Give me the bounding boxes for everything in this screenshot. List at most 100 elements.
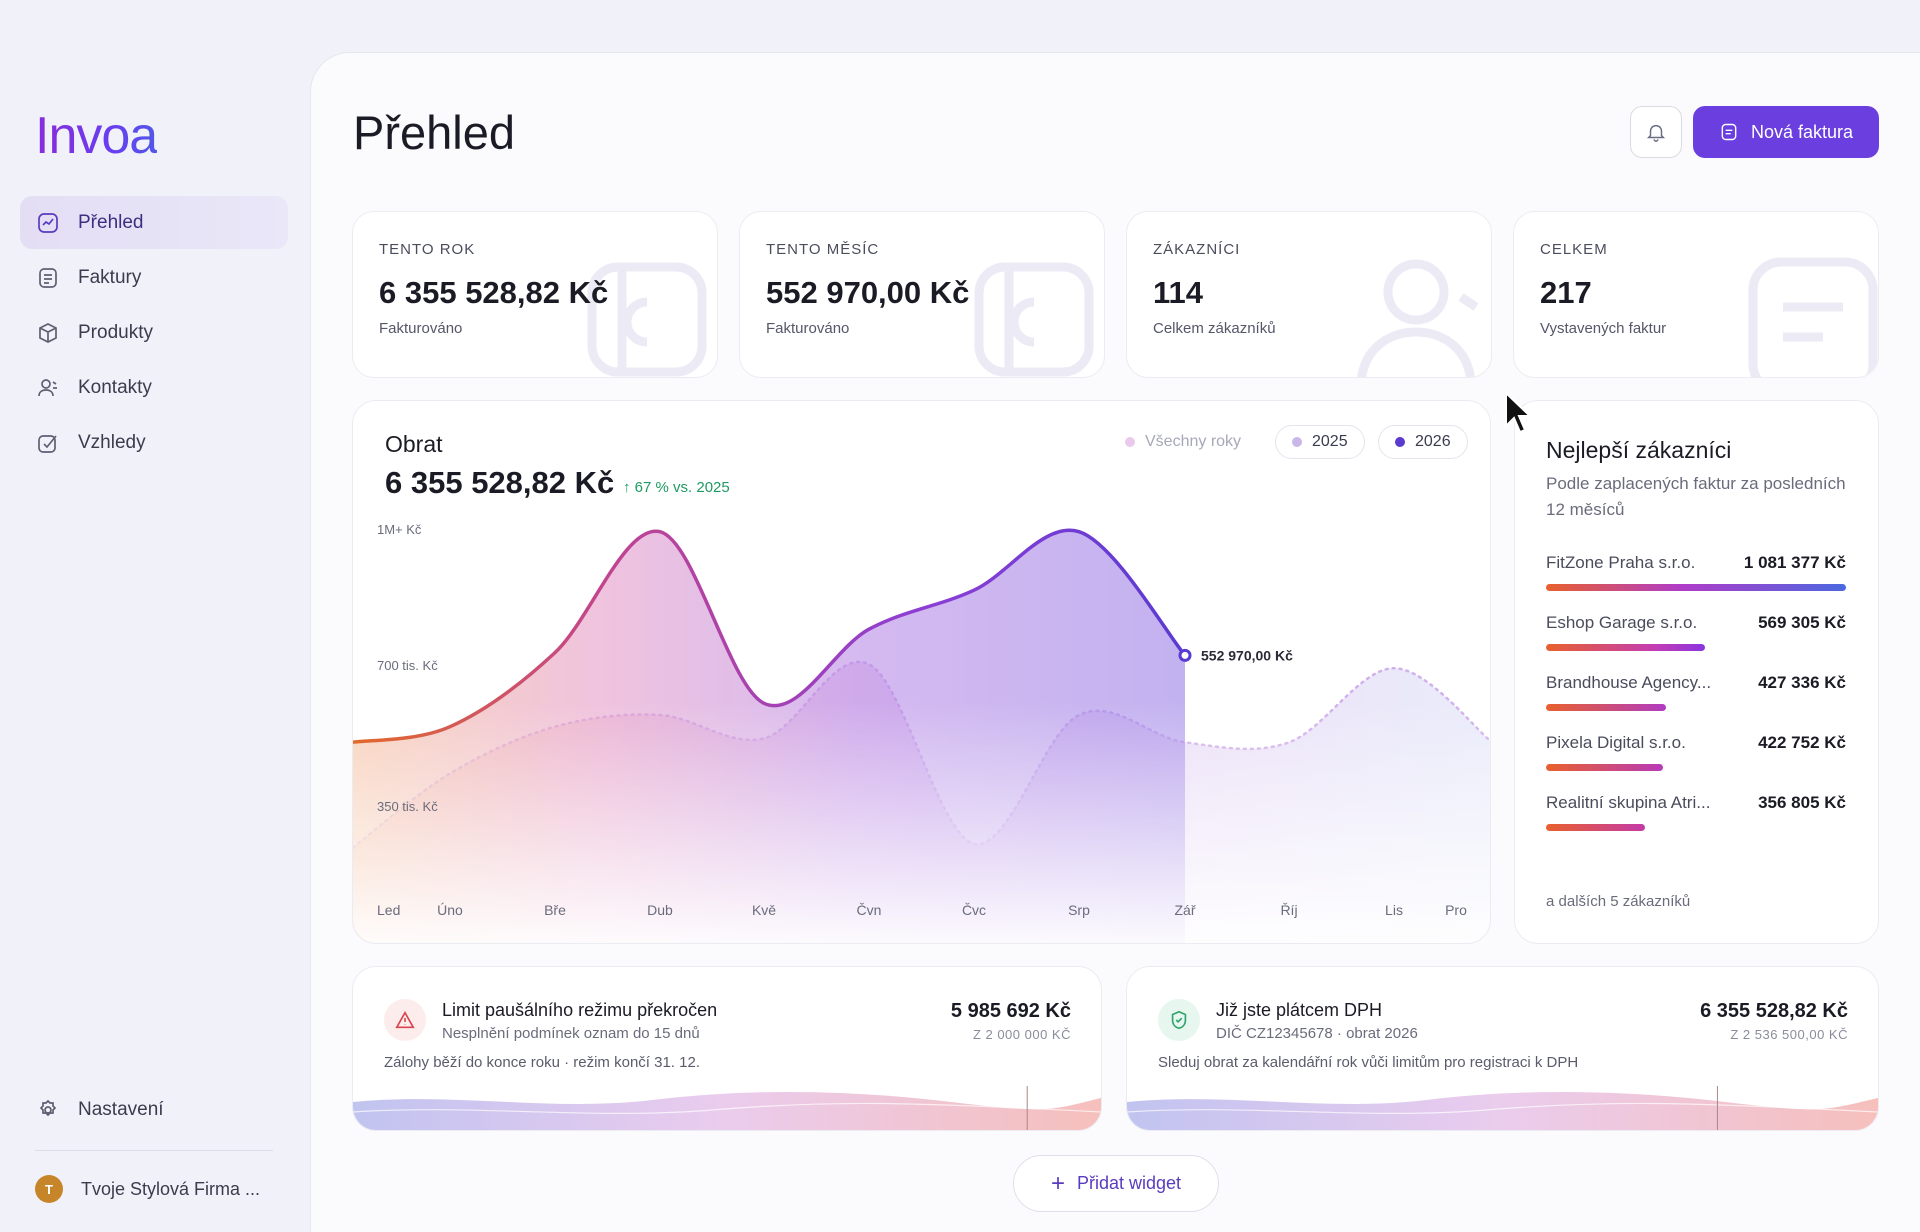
kpi-label: TENTO ROK [379,241,476,258]
legend-2026[interactable]: 2026 [1378,425,1468,459]
customer-amount: 356 805 Kč [1758,793,1846,812]
kpi-card-year[interactable]: TENTO ROK 6 355 528,82 Kč Fakturováno [352,211,718,378]
x-tick-label: Srp [1068,902,1090,918]
appearance-icon [38,434,57,453]
avatar: T [35,1175,63,1203]
notifications-button[interactable] [1630,106,1682,158]
kpi-card-total[interactable]: CELKEM 217 Vystavených faktur [1513,211,1879,378]
legend-dot [1292,437,1302,447]
y-tick-label: 1M+ Kč [377,522,422,537]
x-tick-label: Čvn [857,902,882,918]
kpi-label: CELKEM [1540,241,1608,258]
x-tick-label: Úno [437,902,463,918]
account-name: Tvoje Stylová Firma ... [81,1178,261,1199]
x-tick-label: Led [377,902,400,918]
sidebar-item-prehled[interactable]: Přehled [20,196,288,249]
kpi-label: ZÁKAZNÍCI [1153,241,1241,258]
add-widget-button[interactable]: + Přidat widget [1013,1155,1219,1212]
customer-amount: 569 305 Kč [1758,613,1846,632]
x-tick-label: Pro [1445,902,1467,918]
revenue-chart[interactable]: 552 970,00 Kč 1M+ Kč 700 tis. Kč 350 tis. K… [353,401,1491,944]
sidebar-item-produkty[interactable]: Produkty [20,306,288,359]
progress-wave [1127,1086,1878,1130]
alert-amount: 6 355 528,82 Kč [1700,1000,1848,1022]
sidebar-item-nastaveni[interactable]: Nastavení [20,1083,288,1136]
chart-total: 6 355 528,82 Kč [385,465,615,500]
alert-subtitle: Nesplnění podmínek oznam do 15 dnů [442,1025,700,1042]
current-point-marker[interactable] [1178,648,1192,662]
kpi-sub: Fakturováno [379,320,463,337]
alert-note: Zálohy běží do konce roku · režim končí … [384,1054,700,1071]
shield-check-icon [1171,1010,1187,1030]
kpi-card-month[interactable]: TENTO MĚSÍC 552 970,00 Kč Fakturováno [739,211,1105,378]
alert-title: Limit paušálního režimu překročen [442,1000,718,1020]
wallet-icon [974,262,1094,377]
sidebar-item-kontakty[interactable]: Kontakty [20,361,288,414]
sidebar-item-label: Vzhledy [78,431,146,453]
alert-limit: Z 2 000 000 KČ [972,1027,1071,1042]
top-customers-title: Nejlepší zákazníci [1546,437,1732,463]
alert-card-vat[interactable]: Již jste plátcem DPH DIČ CZ12345678 · ob… [1126,966,1879,1131]
sidebar-item-label: Produkty [78,321,153,343]
legend-dot [1125,437,1135,447]
invoice-icon [39,267,57,288]
box-icon [39,322,57,343]
legend-label: 2026 [1415,433,1451,450]
new-invoice-button[interactable]: Nová faktura [1693,106,1879,158]
sidebar: Invoa Přehled Faktury Produkty Kontakty … [0,0,310,1232]
series-2026-line[interactable] [353,528,1187,745]
kpi-sub: Vystavených faktur [1540,320,1667,337]
revenue-chart-card: 552 970,00 Kč 1M+ Kč 700 tis. Kč 350 tis. K… [352,400,1491,944]
gear-icon [39,1099,57,1116]
customer-share-bar [1546,584,1846,591]
sidebar-item-faktury[interactable]: Faktury [20,251,288,304]
shield-badge [1158,999,1200,1041]
invoice-icon [1721,123,1737,141]
contacts-icon [38,378,57,396]
alert-limit: Z 2 536 500,00 KČ [1730,1027,1848,1042]
legend-label: Všechny roky [1145,433,1242,450]
x-tick-label: Říj [1280,902,1297,918]
alert-subtitle: DIČ CZ12345678 · obrat 2026 [1216,1025,1418,1042]
x-tick-label: Kvě [752,902,776,918]
customer-share-bar [1546,644,1705,651]
kpi-value: 6 355 528,82 Kč [379,275,609,310]
legend-2025[interactable]: 2025 [1275,425,1365,459]
app-logo[interactable]: Invoa [35,107,158,165]
kpi-sub: Fakturováno [766,320,850,337]
customer-name: Pixela Digital s.r.o. [1546,733,1686,752]
customer-share-bar [1546,704,1666,711]
alert-amount: 5 985 692 Kč [950,1000,1071,1022]
legend-label: 2025 [1312,433,1348,450]
x-tick-label: Dub [647,902,673,918]
kpi-card-customers[interactable]: ZÁKAZNÍCI 114 Celkem zákazníků [1126,211,1492,378]
customer-amount: 422 752 Kč [1758,733,1846,752]
add-widget-label: Přidat widget [1076,1173,1182,1193]
current-point-label: 552 970,00 Kč [1201,647,1293,663]
sidebar-item-label: Faktury [78,266,142,288]
customer-share-bar [1546,764,1663,771]
x-tick-label: Čvc [962,902,986,918]
new-invoice-label: Nová faktura [1750,121,1854,142]
more-customers-link[interactable]: a dalších 5 zákazníků [1546,893,1691,910]
customer-amount: 1 081 377 Kč [1743,553,1846,572]
kpi-value: 114 [1153,275,1204,310]
customer-name: Brandhouse Agency... [1546,673,1712,692]
invoice-icon [1748,257,1878,377]
alert-note: Sleduj obrat za kalendářní rok vůči limi… [1158,1054,1579,1071]
top-customers-card: Nejlepší zákazníci Podle zaplacených fak… [1514,400,1879,944]
alert-card-flat-rate[interactable]: Limit paušálního režimu překročen Nespln… [352,966,1102,1131]
legend-all-years[interactable]: Všechny roky [1125,425,1241,459]
warning-icon [395,1010,415,1029]
customer-name: Eshop Garage s.r.o. [1546,613,1698,632]
chart-icon [38,212,58,233]
user-icon [1357,259,1479,377]
customer-share-bar [1546,824,1645,831]
account-switcher[interactable]: T Tvoje Stylová Firma ... [35,1175,260,1203]
kpi-value: 552 970,00 Kč [766,275,970,310]
sidebar-item-label: Přehled [78,211,144,233]
chart-fade-overlay [353,701,1490,943]
plus-icon: + [1050,1169,1065,1197]
kpi-label: TENTO MĚSÍC [766,241,880,258]
sidebar-item-vzhledy[interactable]: Vzhledy [20,416,288,469]
